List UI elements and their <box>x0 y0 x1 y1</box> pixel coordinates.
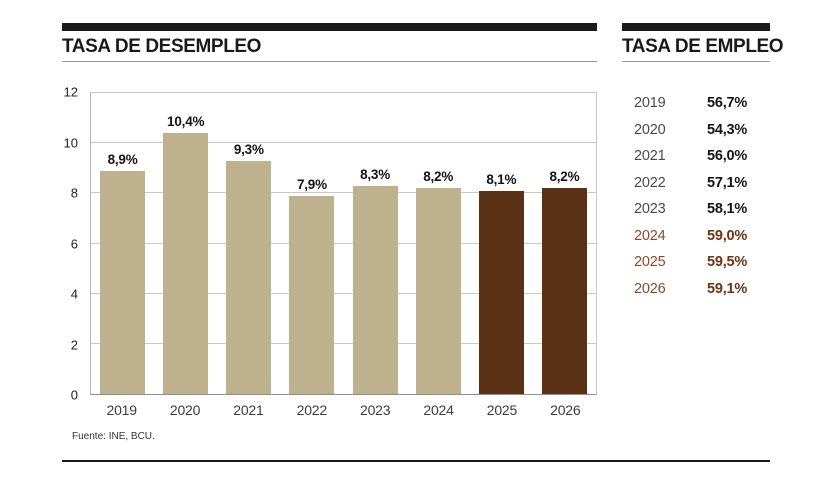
bar-value-label: 8,9% <box>107 151 138 167</box>
employment-year: 2022 <box>634 174 666 191</box>
employment-row-2026: 2026 59,1% <box>634 276 764 303</box>
bar-value-label: 9,3% <box>233 141 264 157</box>
source-note: Fuente: INE, BCU. <box>72 431 155 442</box>
bar-slot-2022: 7,9% <box>280 93 343 394</box>
gridline <box>91 292 596 294</box>
employment-year: 2024 <box>634 227 666 244</box>
bar-value-label: 10,4% <box>167 114 205 130</box>
employment-row-2023: 2023 58,1% <box>634 196 764 223</box>
x-axis-label: 2024 <box>423 402 454 418</box>
bar-value-label: 8,3% <box>360 166 391 182</box>
bar-2019 <box>100 170 146 394</box>
bar-2020 <box>163 133 209 394</box>
bar-2024 <box>415 188 461 394</box>
y-tick-label: 6 <box>70 236 78 251</box>
employment-list: 2019 56,7% 2020 54,3% 2021 56,0% 2022 57,1% 2023… <box>634 90 764 302</box>
bar-value-label: 8,2% <box>549 169 580 185</box>
unemployment-title: TASA DE DESEMPLEO <box>62 36 262 57</box>
x-axis: 2019 2020 2021 2022 2023 2024 2025 2026 <box>90 402 597 418</box>
x-axis-label: 2021 <box>233 402 264 418</box>
employment-year: 2020 <box>634 121 666 138</box>
bar-value-label: 8,1% <box>486 171 517 187</box>
employment-header-bar <box>622 23 770 31</box>
bar-slot-2021: 9,3% <box>217 93 280 394</box>
bar-slot-2026: 8,2% <box>533 93 596 394</box>
gridline <box>91 242 596 244</box>
employment-value: 59,5% <box>707 254 748 271</box>
bar-value-label: 8,2% <box>423 169 454 185</box>
bar-slot-2024: 8,2% <box>407 93 470 394</box>
unemployment-title-rule <box>62 61 597 62</box>
employment-year: 2019 <box>634 95 666 112</box>
bar-slot-2023: 8,3% <box>344 93 407 394</box>
employment-row-2021: 2021 56,0% <box>634 143 764 170</box>
employment-value: 56,7% <box>707 95 748 112</box>
x-axis-label: 2023 <box>360 402 391 418</box>
bar-2021 <box>226 160 272 394</box>
y-tick-label: 0 <box>70 387 78 403</box>
employment-row-2024: 2024 59,0% <box>634 223 764 250</box>
employment-row-2020: 2020 54,3% <box>634 117 764 144</box>
gridline <box>91 342 596 344</box>
employment-value: 56,0% <box>707 148 748 165</box>
x-axis-label: 2026 <box>550 402 581 418</box>
employment-value: 58,1% <box>707 201 748 218</box>
x-axis-label: 2022 <box>296 402 328 418</box>
y-axis: 0 2 4 6 8 10 12 <box>50 86 84 402</box>
bar-slot-2025: 8,1% <box>470 93 533 394</box>
employment-value: 54,3% <box>707 121 748 138</box>
employment-row-2019: 2019 56,7% <box>634 90 764 117</box>
employment-row-2022: 2022 57,1% <box>634 170 764 197</box>
y-tick-label: 8 <box>70 185 78 201</box>
y-tick-label: 2 <box>70 337 78 352</box>
y-tick-label: 4 <box>70 286 78 302</box>
bar-value-label: 7,9% <box>296 176 327 192</box>
bar-2022 <box>289 195 335 394</box>
unemployment-header-bar <box>62 23 597 31</box>
employment-title-rule <box>622 61 770 62</box>
x-axis-label: 2019 <box>106 402 138 418</box>
employment-value: 59,1% <box>707 280 748 297</box>
employment-year: 2026 <box>634 280 666 297</box>
x-axis-label: 2020 <box>169 402 201 418</box>
employment-year: 2023 <box>634 201 666 218</box>
employment-value: 59,0% <box>707 227 748 244</box>
x-axis-label: 2025 <box>486 402 518 418</box>
plot-area: 8,9% 10,4% 9,3% 7,9% 8,3% 8,2% 8,1% 8,2% <box>90 92 597 395</box>
employment-year: 2025 <box>634 254 666 271</box>
y-tick-label: 12 <box>63 84 78 100</box>
bar-2025 <box>478 190 524 394</box>
bar-slot-2020: 10,4% <box>154 93 217 394</box>
bar-slot-2019: 8,9% <box>91 93 154 394</box>
employment-year: 2021 <box>634 148 666 165</box>
gridline <box>91 192 596 194</box>
bars-row: 8,9% 10,4% 9,3% 7,9% 8,3% 8,2% 8,1% 8,2% <box>91 93 596 394</box>
employment-title: TASA DE EMPLEO <box>622 36 784 57</box>
employment-row-2025: 2025 59,5% <box>634 249 764 276</box>
y-tick-label: 10 <box>63 135 78 150</box>
bottom-rule <box>62 460 770 462</box>
bar-2023 <box>352 185 398 394</box>
bar-2026 <box>541 188 587 394</box>
employment-value: 57,1% <box>707 174 748 191</box>
gridline <box>91 142 596 144</box>
